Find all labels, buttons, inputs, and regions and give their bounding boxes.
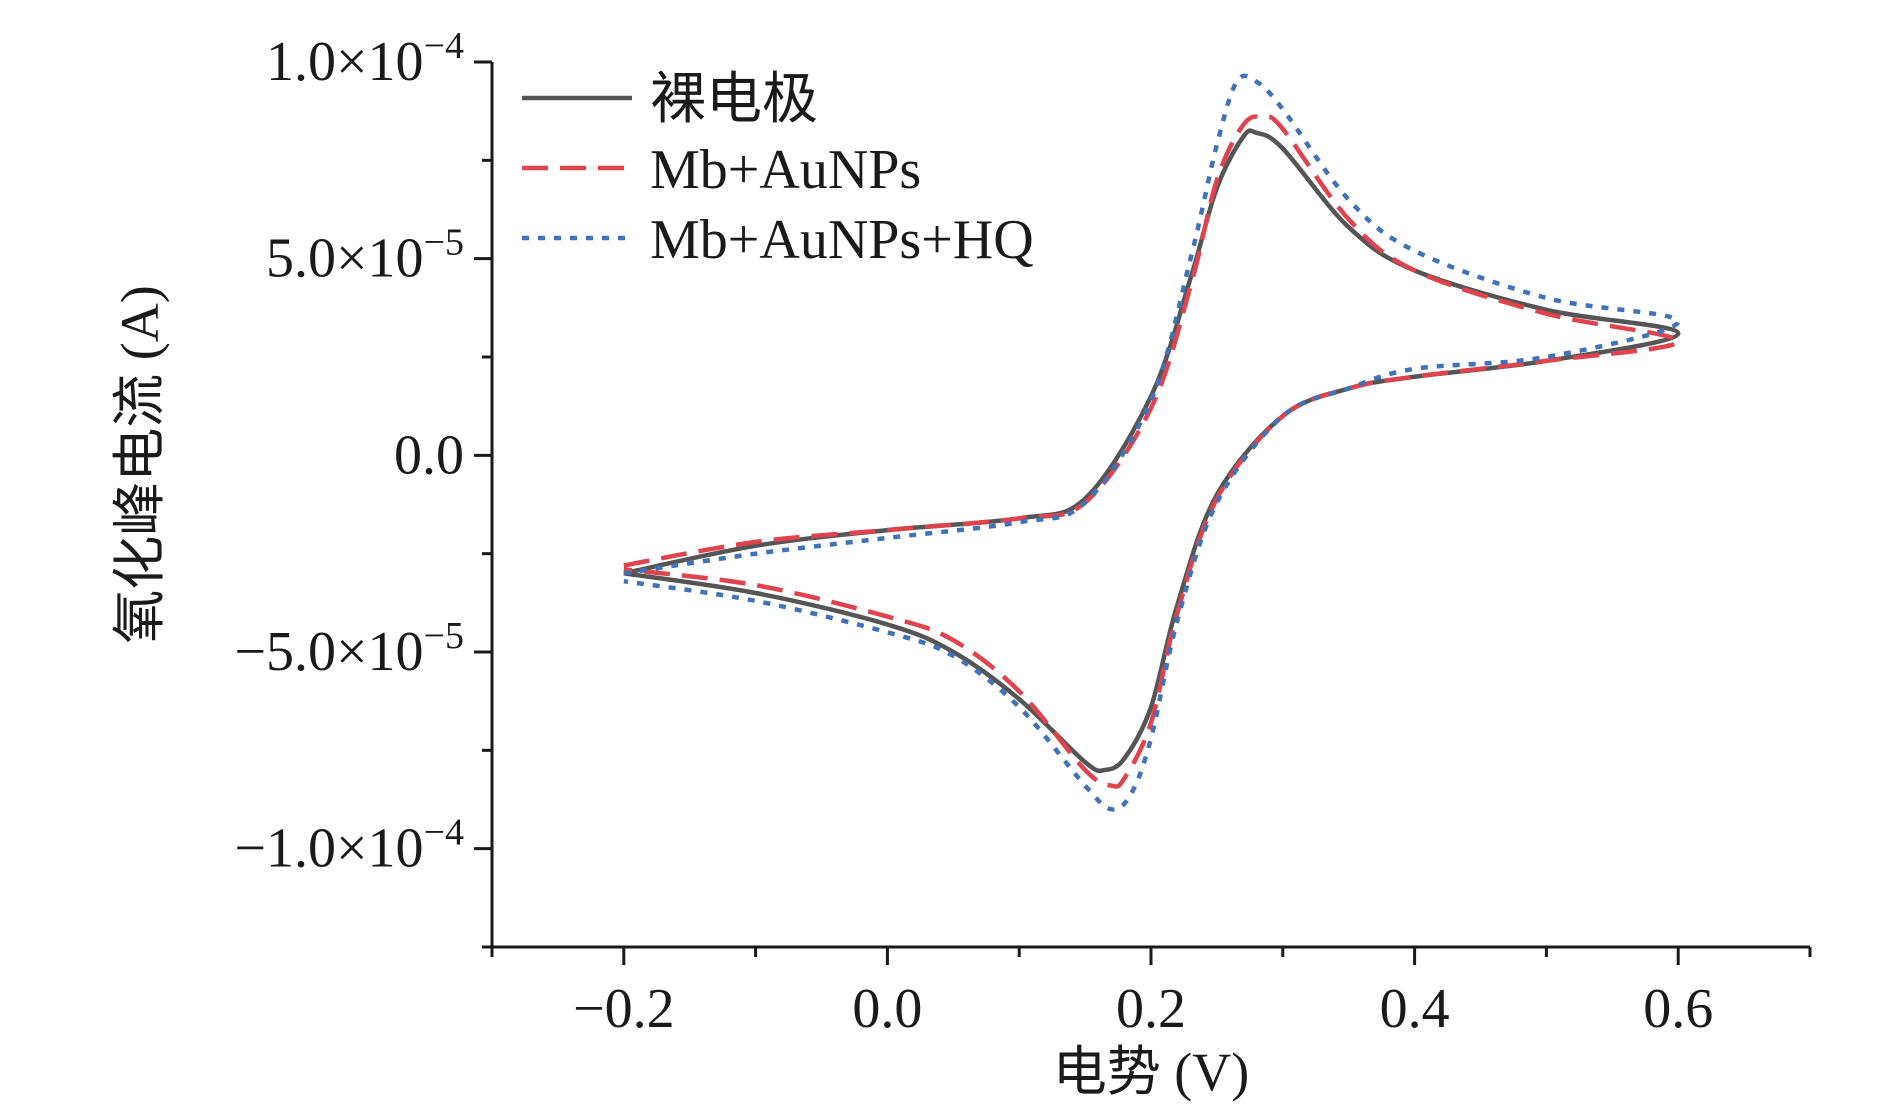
y-tick-label: 0.0 <box>394 424 464 486</box>
legend: 裸电极 Mb+AuNPs Mb+AuNPs+HQ <box>522 69 1034 271</box>
x-tick-label: 0.0 <box>852 978 922 1040</box>
y-tick-label: 1.0×10−4 <box>266 25 464 93</box>
series-line-1 <box>623 128 1681 774</box>
legend-label-1: 裸电极 <box>650 69 818 131</box>
x-tick-label: 0.6 <box>1643 978 1713 1040</box>
x-tick-label: 0.2 <box>1116 978 1186 1040</box>
y-tick-label: 5.0×10−5 <box>266 222 464 290</box>
ticks: −0.2 0.0 0.2 0.4 0.6 1.0×10−4 5.0×10−5 0.0 −5.0×… <box>234 25 1812 1040</box>
x-tick-label: −0.2 <box>573 978 675 1040</box>
legend-label-2: Mb+AuNPs <box>650 139 921 201</box>
series-line-3 <box>623 73 1681 812</box>
y-axis-title: 氧化峰电流 (A) <box>110 285 170 643</box>
legend-label-3: Mb+AuNPs+HQ <box>650 209 1034 271</box>
data-series <box>623 73 1681 812</box>
x-axis-title: 电势 (V) <box>1053 1042 1249 1102</box>
x-tick-label: 0.4 <box>1380 978 1450 1040</box>
y-tick-label: −5.0×10−5 <box>234 615 464 683</box>
y-tick-label: −1.0×10−4 <box>234 812 464 880</box>
series-line-2 <box>623 114 1681 789</box>
